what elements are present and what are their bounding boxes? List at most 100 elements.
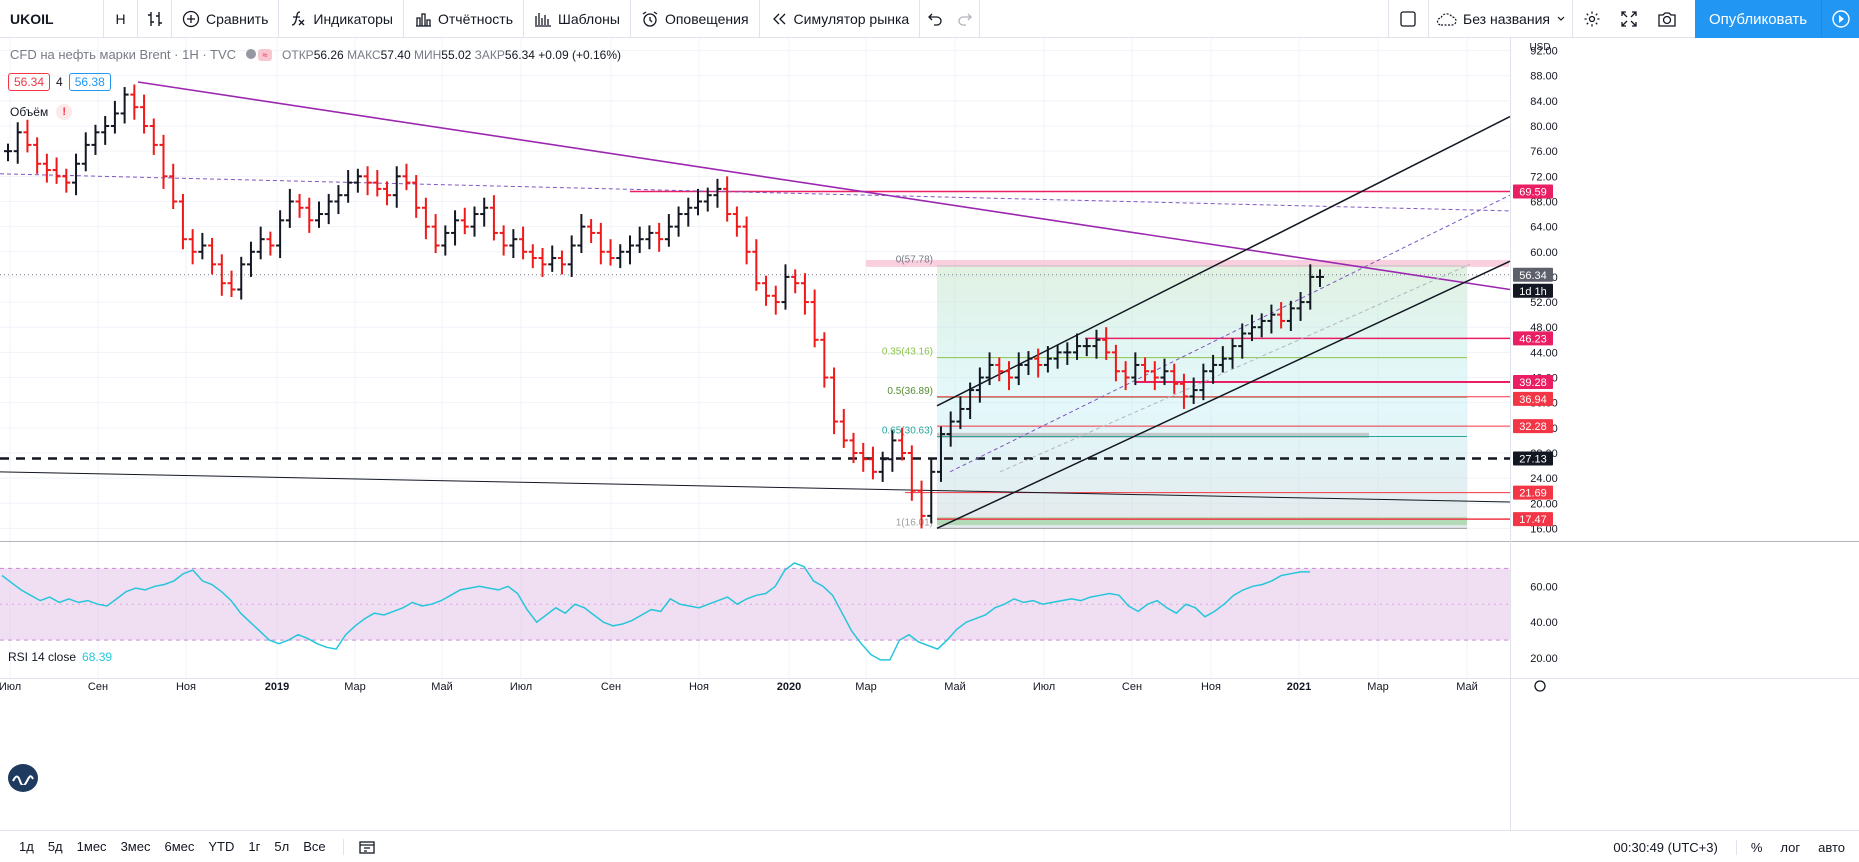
- alerts-button[interactable]: Оповещения: [631, 0, 760, 38]
- time-tick-label: 2019: [265, 681, 289, 693]
- camera-icon: [1658, 12, 1676, 27]
- price-tick-label: 60.00: [1530, 247, 1558, 259]
- layout-name-button[interactable]: Без названия: [1428, 0, 1572, 38]
- compare-button[interactable]: Сравнить: [172, 0, 280, 38]
- time-tick-label: Мар: [855, 681, 877, 693]
- range-6m[interactable]: 6мес: [164, 838, 195, 854]
- publish-button[interactable]: Опубликовать: [1695, 0, 1821, 38]
- fullscreen-toggle-button[interactable]: [1388, 0, 1426, 38]
- redo-button[interactable]: [950, 0, 981, 38]
- range-3m[interactable]: 3мес: [120, 838, 151, 854]
- fib-level-label: 1(16.01): [896, 517, 933, 528]
- fib-level-label: 0.5(36.89): [887, 386, 933, 397]
- indicators-label: Индикаторы: [313, 10, 393, 27]
- price-badge-label: 36.94: [1519, 394, 1547, 406]
- price-tick-label: 92.00: [1530, 46, 1558, 58]
- tradingview-logo-icon[interactable]: [8, 764, 38, 792]
- lower-trendline: [0, 471, 1511, 503]
- alarm-clock-icon: [642, 10, 658, 27]
- publish-label: Опубликовать: [1708, 10, 1808, 28]
- drawings-layer: 0(57.78) 0.35(43.16) 0.5(36.89) 0.65(30.63)…: [0, 81, 1511, 530]
- symbol-legend: CFD на нефть марки Brent · 1H · TVC ≈ ОТ…: [10, 47, 621, 62]
- price-badge-label: 1d 1h: [1519, 286, 1547, 298]
- time-axis[interactable]: Июл Сен Ноя 2019 Мар Май Июл Сен Ноя 2020 Мар Май Ию…: [0, 680, 1546, 693]
- interval-button[interactable]: H: [104, 0, 138, 38]
- auto-toggle[interactable]: авто: [1818, 839, 1845, 855]
- currency-label: USD: [1529, 42, 1550, 53]
- price-badge: [1513, 451, 1553, 466]
- price-badge-label: 21.69: [1519, 488, 1547, 500]
- replay-button[interactable]: Симулятор рынка: [760, 0, 921, 38]
- reports-button[interactable]: Отчётность: [404, 0, 525, 38]
- layout-name-label: Без названия: [1463, 11, 1550, 27]
- time-tick-label: Мар: [1367, 681, 1389, 693]
- bars-style-icon: [147, 11, 162, 26]
- price-badge-label: 46.23: [1519, 333, 1547, 345]
- price-badge: [1513, 331, 1553, 346]
- gear-icon: [1584, 11, 1599, 27]
- redo-icon: [958, 13, 972, 26]
- price-badge: [1513, 375, 1553, 390]
- indicators-button[interactable]: Индикаторы: [279, 0, 404, 38]
- warning-icon[interactable]: !: [56, 104, 73, 120]
- chart-style-button[interactable]: [138, 0, 172, 38]
- price-tick-label: 76.00: [1530, 146, 1558, 158]
- symbol-search-button[interactable]: UKOIL: [0, 0, 104, 38]
- range-1d[interactable]: 1д: [19, 838, 34, 854]
- range-1m[interactable]: 1мес: [76, 838, 107, 854]
- time-tick-label: Сен: [88, 681, 108, 693]
- price-badge: [1513, 391, 1553, 406]
- time-tick-label: Май: [1456, 681, 1478, 693]
- close-value: 56.34: [504, 47, 535, 62]
- compare-label: Сравнить: [206, 10, 269, 27]
- volume-label: Объём: [10, 105, 49, 119]
- undo-button[interactable]: [920, 0, 950, 38]
- volume-legend[interactable]: Объём !: [10, 104, 73, 120]
- range-5d[interactable]: 5д: [47, 838, 63, 854]
- settings-button[interactable]: [1572, 0, 1610, 38]
- wave-icon: [12, 775, 34, 785]
- clock-timezone[interactable]: 00:30:49 (UTC+3): [1613, 839, 1718, 855]
- open-label: ОТКР: [282, 47, 314, 62]
- percent-toggle[interactable]: %: [1735, 839, 1762, 855]
- snapshot-button[interactable]: [1648, 0, 1686, 38]
- fullscreen-button[interactable]: [1610, 0, 1648, 38]
- play-icon: [1831, 10, 1850, 28]
- templates-label: Шаблоны: [558, 10, 620, 27]
- resistance-zone: [866, 259, 1509, 267]
- goto-date-button[interactable]: [342, 838, 376, 855]
- interval-label: H: [115, 10, 126, 27]
- price-tick-label: 20.00: [1530, 498, 1558, 510]
- price-tick-label: 48.00: [1530, 322, 1558, 334]
- high-label: МАКС: [347, 47, 381, 62]
- symbol-title[interactable]: CFD на нефть марки Brent · 1H · TVC: [10, 47, 237, 62]
- dashed-trendline: [0, 173, 1511, 212]
- bid-price[interactable]: 56.34: [8, 73, 51, 91]
- price-tick-label: 72.00: [1530, 171, 1558, 183]
- time-tick-label: 2021: [1287, 681, 1311, 693]
- ask-price[interactable]: 56.38: [68, 73, 111, 91]
- log-toggle[interactable]: лог: [1780, 839, 1801, 855]
- channel-mid-2: [999, 263, 1471, 473]
- price-tick-label: 64.00: [1530, 222, 1558, 234]
- rsi-pane[interactable]: 60.00 40.00 20.00: [0, 562, 1558, 665]
- time-tick-label: Май: [431, 681, 453, 693]
- replay-play-button[interactable]: [1821, 0, 1859, 38]
- templates-button[interactable]: Шаблоны: [524, 0, 631, 38]
- time-axis-gear-icon: [1534, 680, 1546, 692]
- rsi-legend[interactable]: RSI 14 close 68.39: [8, 650, 112, 664]
- price-axis-border: [1510, 38, 1511, 830]
- fib-level-label: 0.35(43.16): [882, 347, 933, 358]
- cloud-icon: [1436, 13, 1457, 26]
- alerts-label: Оповещения: [664, 10, 749, 27]
- range-all[interactable]: Все: [303, 838, 326, 854]
- time-tick-label: 2020: [777, 681, 801, 693]
- range-1y[interactable]: 1г: [248, 838, 261, 854]
- range-5y[interactable]: 5л: [274, 838, 290, 854]
- price-tick-label: 16.00: [1530, 523, 1558, 535]
- plus-circle-icon: [182, 10, 200, 27]
- range-ytd[interactable]: YTD: [208, 838, 235, 854]
- bottom-toolbar: 1д 5д 1мес 3мес 6мес YTD 1г 5л Все 00:30…: [0, 830, 1859, 862]
- price-chart[interactable]: 0(57.78) 0.35(43.16) 0.5(36.89) 0.65(30.63)…: [0, 38, 1859, 830]
- rsi-line: [1, 562, 1310, 661]
